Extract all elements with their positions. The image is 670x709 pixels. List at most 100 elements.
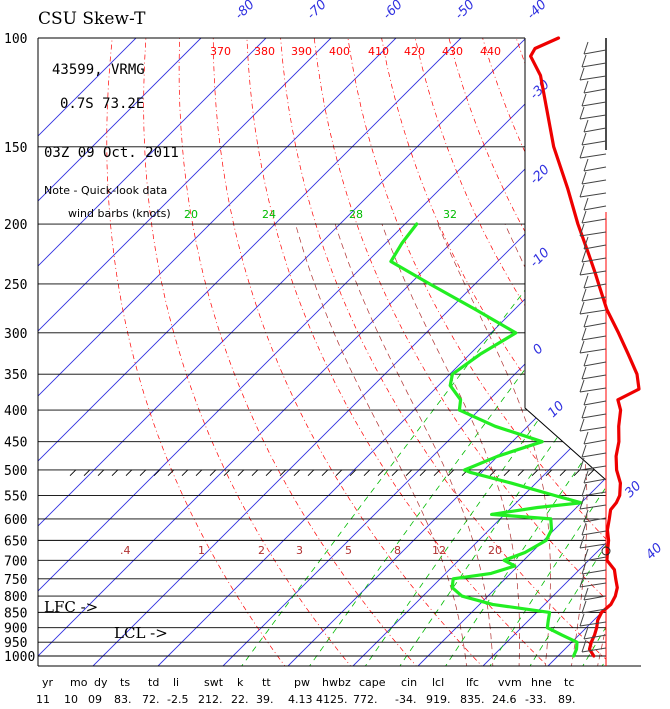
dewpoint-profile [389, 222, 583, 658]
freezing-hatch-mark [181, 469, 189, 476]
mixing-ratio-line [443, 236, 606, 666]
wind-barb [579, 75, 607, 81]
index-header: lfc [466, 676, 479, 689]
dry-adiabat-line [212, 38, 486, 666]
freezing-hatch-mark [265, 469, 273, 476]
freezing-hatch-mark [97, 469, 105, 476]
index-value: -34. [395, 693, 416, 706]
chart-title: CSU Skew-T [38, 9, 146, 29]
wind-barb [581, 413, 607, 419]
dry-adiabat-line [549, 38, 606, 666]
freezing-hatch-mark [307, 469, 315, 476]
wind-barb [581, 218, 607, 224]
dry-adiabat-line [347, 38, 606, 666]
isotherm-label: -20 [527, 162, 553, 188]
index-header: lcl [432, 676, 444, 689]
isotherm-label: 0 [530, 341, 546, 357]
wind-barb [581, 491, 607, 497]
wind-barb-feather [581, 54, 587, 68]
index-value: -33. [525, 693, 546, 706]
index-value: -2.5 [167, 693, 188, 706]
wind-barb [583, 478, 607, 484]
pressure-tick-label: 750 [4, 573, 27, 588]
isotherm-line [547, 38, 606, 666]
moist-adiabat-label: 1 [198, 544, 205, 557]
wind-barb-feather [579, 379, 585, 393]
mixing-ratio-line [527, 236, 606, 666]
moist-adiabat-line [437, 223, 551, 666]
isotherm-line [222, 38, 606, 666]
isotherm-label: 40 [643, 541, 665, 563]
wind-barb-feather [581, 483, 587, 497]
mixing-ratio-line [632, 237, 670, 669]
index-value: 212. [198, 693, 223, 706]
wind-barb-feather [579, 574, 585, 588]
dry-adiabat-label: 420 [404, 45, 425, 58]
wind-barb-feather [583, 314, 589, 328]
isotherm-label: -80 [232, 0, 258, 23]
wind-barb-feather [583, 236, 589, 250]
wind-barb [583, 517, 607, 523]
freezing-hatch-mark [447, 469, 455, 476]
freezing-hatch-mark [489, 469, 497, 476]
pressure-tick-label: 100 [4, 32, 27, 47]
dry-adiabat-label: 400 [329, 45, 350, 58]
index-header: pw [294, 676, 310, 689]
wind-barb-feather [581, 600, 587, 614]
isotherm-line [157, 38, 606, 666]
wind-barb [581, 62, 607, 68]
dry-adiabat-line [651, 38, 670, 669]
pressure-tick-label: 850 [4, 606, 27, 621]
observation-time: 03Z 09 Oct. 2011 [44, 145, 179, 161]
wind-barb [579, 582, 607, 588]
index-value: 72. [142, 693, 160, 706]
wind-barb [579, 192, 607, 198]
mixing-ratio-label: 24 [262, 208, 276, 221]
wind-barb-feather [583, 158, 589, 172]
freezing-hatch-mark [573, 469, 581, 476]
wind-barb [579, 426, 607, 432]
freezing-hatch-mark [293, 469, 301, 476]
wind-barb-column [579, 38, 611, 666]
isotherm-label: -40 [524, 0, 550, 23]
wind-barb-feather [583, 119, 589, 133]
mixing-ratio-line [487, 236, 606, 666]
wind-barb-feather [579, 496, 585, 510]
freezing-hatch-mark [153, 469, 161, 476]
quick-look-note: Note - Quick-look data [44, 184, 167, 197]
wind-barb-feather [583, 587, 589, 601]
index-value: 89. [558, 693, 576, 706]
dry-adiabat-label: 390 [291, 45, 312, 58]
freezing-hatch-mark [279, 469, 287, 476]
wind-barb-feather [583, 275, 589, 289]
index-header: cin [401, 676, 417, 689]
wind-barb-feather [583, 41, 589, 55]
wind-barb [583, 634, 607, 640]
mixing-ratio-label: 32 [443, 208, 457, 221]
freezing-hatch-mark [377, 469, 385, 476]
wind-barb-feather [583, 392, 589, 406]
wind-barb [581, 140, 607, 146]
isotherm-label: 30 [622, 479, 644, 501]
freezing-hatch-mark [321, 469, 329, 476]
index-value: 09 [88, 693, 102, 706]
index-value: 4125. [316, 693, 348, 706]
wind-barb [579, 387, 607, 393]
wind-barb-feather [579, 418, 585, 432]
wind-barb-feather [579, 262, 585, 276]
moist-adiabat-label: 12 [432, 544, 446, 557]
index-value: 11 [36, 693, 50, 706]
wind-barb-feather [583, 509, 589, 523]
dry-adiabat-line [106, 38, 288, 666]
dry-adiabat-line [482, 38, 606, 666]
index-value: 835. [460, 693, 485, 706]
dry-adiabat-line [313, 38, 606, 666]
wind-barb [581, 530, 607, 536]
pressure-tick-label: 500 [4, 464, 27, 479]
wind-barb-feather [581, 405, 587, 419]
isotherm-line [38, 38, 202, 666]
freezing-hatch-mark [559, 469, 567, 476]
freezing-hatch-mark [517, 469, 525, 476]
freezing-hatch-mark [587, 469, 595, 476]
